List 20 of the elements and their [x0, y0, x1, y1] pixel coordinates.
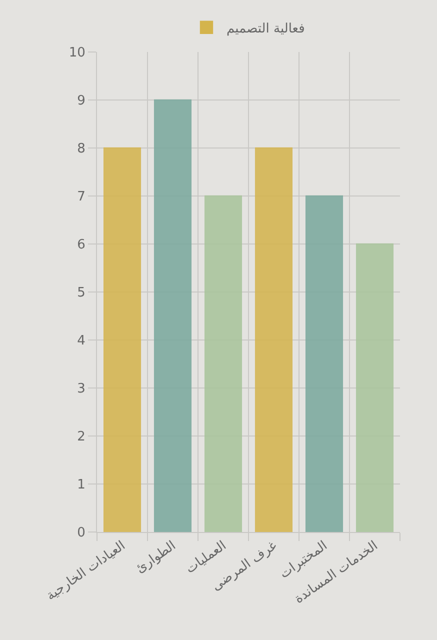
y-tick-label: 7 [77, 190, 86, 205]
y-tick-label: 5 [77, 286, 86, 301]
bar [154, 99, 192, 532]
y-tick-label: 4 [77, 334, 86, 349]
bar [254, 147, 293, 532]
bar [103, 147, 142, 532]
y-tick-label: 3 [77, 382, 86, 397]
y-tick-label: 9 [77, 94, 86, 109]
x-tick-label: العيادات الخارجية [44, 538, 128, 604]
y-tick-label: 2 [77, 430, 86, 445]
bar [356, 243, 394, 532]
y-tick-label: 0 [77, 526, 86, 541]
legend-label: فعالية التصميم [226, 21, 305, 36]
y-tick-label: 6 [77, 238, 86, 253]
y-tick-label: 10 [68, 46, 86, 61]
y-tick-label: 8 [77, 142, 86, 157]
y-tick-label: 1 [77, 478, 86, 493]
bar [305, 195, 344, 532]
bar [204, 195, 242, 532]
x-tick-label: الطوارئ [133, 538, 179, 577]
